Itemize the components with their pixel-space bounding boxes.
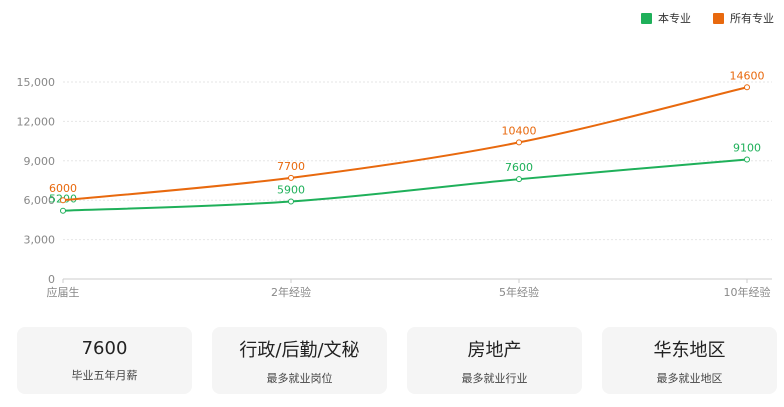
- data-label: 6000: [49, 182, 77, 195]
- data-label: 7700: [277, 160, 305, 173]
- stat-label-position: 最多就业岗位: [266, 371, 333, 385]
- stat-label-salary: 毕业五年月薪: [71, 369, 138, 382]
- x-tick-label: 2年经验: [271, 285, 311, 299]
- line-chart: 0 3,000 6,000 9,000 12,000 15,000 应届生 2年经验 5年经验 1…: [17, 69, 772, 299]
- y-tick-label: 9,000: [24, 155, 56, 168]
- y-tick-label: 0: [48, 273, 55, 286]
- data-label: 10400: [502, 124, 537, 137]
- data-point: [516, 176, 522, 183]
- y-tick-label: 15,000: [17, 76, 56, 89]
- stat-card-salary: 7600 毕业五年月薪: [17, 327, 192, 394]
- stat-value-position: 行政/后勤/文秘: [239, 339, 360, 361]
- stat-value-salary: 7600: [81, 338, 128, 359]
- data-label: 5900: [277, 184, 305, 197]
- data-label: 14600: [730, 69, 765, 82]
- data-point: [60, 207, 66, 214]
- stat-value-industry: 房地产: [467, 339, 522, 361]
- y-tick-label: 3,000: [24, 234, 56, 247]
- data-point: [744, 84, 750, 91]
- data-point: [744, 156, 750, 163]
- chart-legend: 本专业 所有专业: [641, 10, 774, 26]
- data-label: 7600: [505, 161, 533, 174]
- stat-card-industry: 房地产 最多就业行业: [407, 327, 582, 394]
- data-label: 9100: [733, 141, 761, 154]
- data-point: [60, 197, 66, 204]
- x-tick-label: 应届生: [47, 285, 80, 299]
- y-tick-label: 12,000: [17, 115, 56, 128]
- stats-cards: 7600 毕业五年月薪 行政/后勤/文秘 最多就业岗位 房地产 最多就业行业 华…: [17, 327, 777, 394]
- data-point: [288, 198, 294, 205]
- x-tick-label: 5年经验: [499, 285, 539, 299]
- stat-label-region: 最多就业地区: [656, 371, 723, 385]
- stat-value-region: 华东地区: [653, 339, 726, 361]
- series-line-1: [62, 86, 748, 202]
- y-tick-label: 6,000: [24, 194, 56, 207]
- legend-item-major[interactable]: 本专业: [641, 10, 691, 26]
- stat-card-region: 华东地区 最多就业地区: [602, 327, 777, 394]
- legend-item-all[interactable]: 所有专业: [713, 10, 774, 26]
- data-point: [288, 174, 294, 181]
- legend-label-major: 本专业: [658, 12, 691, 25]
- legend-swatch-all: [713, 12, 724, 24]
- legend-swatch-major: [641, 12, 652, 24]
- x-tick-label: 10年经验: [724, 285, 771, 299]
- legend-label-all: 所有专业: [730, 12, 774, 25]
- data-point: [516, 139, 522, 146]
- stat-label-industry: 最多就业行业: [461, 371, 528, 385]
- series-line-0: [62, 158, 748, 212]
- stat-card-position: 行政/后勤/文秘 最多就业岗位: [212, 327, 387, 394]
